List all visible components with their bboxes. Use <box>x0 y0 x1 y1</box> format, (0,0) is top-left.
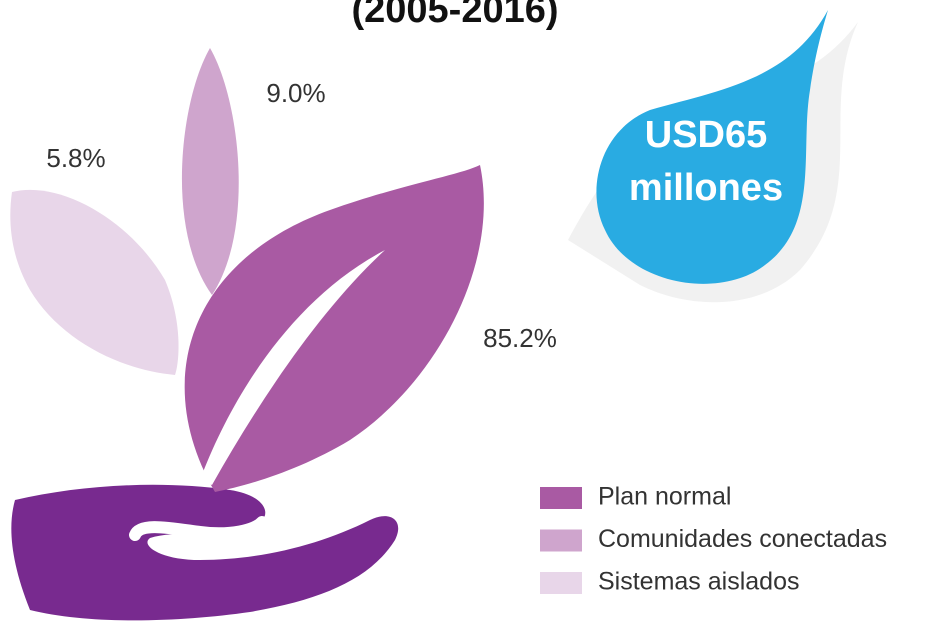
value-label: 9.0% <box>266 78 325 108</box>
hand <box>11 485 398 621</box>
legend-label: Comunidades conectadas <box>598 525 887 553</box>
leaf <box>182 48 239 295</box>
drop-text: millones <box>629 167 783 209</box>
leaf <box>10 190 178 375</box>
legend-swatch <box>540 487 582 509</box>
drop-text: USD65 <box>645 114 768 156</box>
legend-swatch <box>540 530 582 552</box>
value-label: 5.8% <box>46 143 105 173</box>
legend-swatch <box>540 572 582 594</box>
legend-label: Plan normal <box>598 483 731 511</box>
infographic: (2005-2016) USD65 millones 85.2% Plan nor… <box>0 0 942 633</box>
value-label: 85.2% <box>483 323 557 353</box>
legend-label: Sistemas aislados <box>598 568 799 596</box>
chart-title: (2005-2016) <box>351 0 558 31</box>
